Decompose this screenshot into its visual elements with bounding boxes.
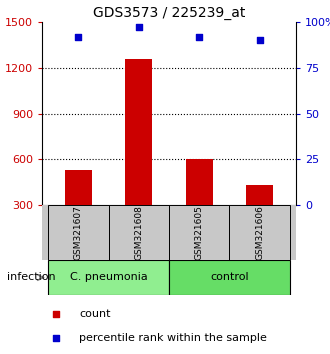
Point <box>54 336 59 341</box>
Text: C. pneumonia: C. pneumonia <box>70 273 148 282</box>
Text: GSM321605: GSM321605 <box>195 205 204 260</box>
Point <box>197 34 202 40</box>
Text: infection: infection <box>7 273 55 282</box>
Bar <box>186 159 213 205</box>
Text: GSM321606: GSM321606 <box>255 205 264 260</box>
Text: count: count <box>80 309 111 319</box>
Text: control: control <box>210 273 249 282</box>
Point <box>54 311 59 316</box>
Bar <box>229 205 290 260</box>
Bar <box>125 59 152 205</box>
Bar <box>169 205 229 260</box>
Text: GSM321607: GSM321607 <box>74 205 83 260</box>
Bar <box>48 205 109 260</box>
Title: GDS3573 / 225239_at: GDS3573 / 225239_at <box>93 6 245 19</box>
Point <box>76 34 81 40</box>
Bar <box>48 260 169 295</box>
Text: GSM321608: GSM321608 <box>134 205 143 260</box>
Point <box>136 25 141 30</box>
Bar <box>109 205 169 260</box>
Bar <box>246 185 273 205</box>
Point <box>257 38 262 43</box>
Text: percentile rank within the sample: percentile rank within the sample <box>80 333 267 343</box>
Bar <box>169 260 290 295</box>
Bar <box>65 170 92 205</box>
